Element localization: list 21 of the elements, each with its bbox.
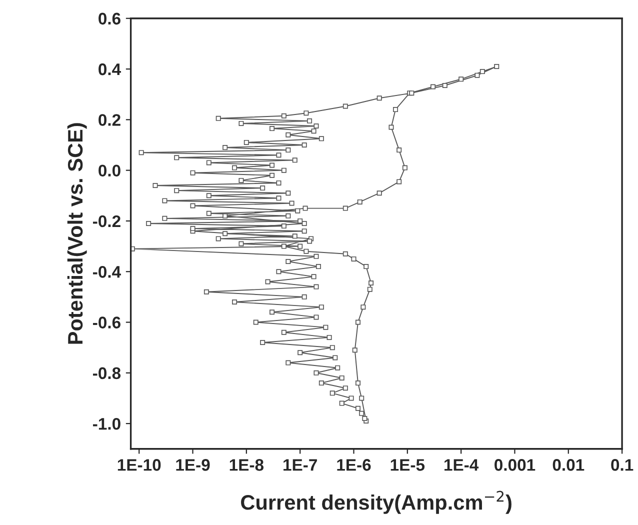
y-tick-label: 0.6 [98,12,120,25]
x-tick-label: 1E-5 [390,459,425,471]
y-tick-label: 0.0 [98,164,120,177]
y-tick-label: 0.2 [98,114,120,126]
y-tick-label: -0.4 [93,266,121,278]
y-tick-label: -0.2 [93,215,120,228]
x-tick-label: 1E-10 [118,459,161,471]
x-tick-label: 0.1 [611,459,634,471]
x-tick-label: 0.01 [552,459,584,471]
y-tick-label: -0.8 [93,367,121,380]
x-tick-label: 1E-4 [444,459,479,471]
y-axis-title: Potential(Volt vs. SCE) [67,123,87,344]
x-axis-title: Current density(Amp.cm$^{−2}$) [241,490,512,514]
x-tick-label: 1E-9 [176,459,210,471]
x-tick-label: 1E-6 [337,459,371,471]
x-tick-label: 1E-7 [284,459,317,471]
y-tick-label: -0.6 [93,316,120,328]
x-tick-label: 1E-8 [230,459,264,471]
x-tick-label: 0.001 [494,459,536,471]
y-tick-label: -1.0 [93,418,120,430]
y-tick-label: 0.4 [98,63,121,76]
